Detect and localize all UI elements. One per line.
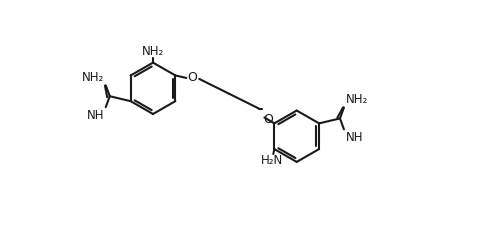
Text: H₂N: H₂N [261, 154, 283, 167]
Text: NH: NH [346, 131, 363, 144]
Text: NH₂: NH₂ [82, 71, 104, 84]
Text: O: O [263, 113, 273, 126]
Text: O: O [187, 72, 197, 84]
Text: NH: NH [87, 109, 104, 122]
Text: NH₂: NH₂ [142, 45, 164, 58]
Text: NH₂: NH₂ [346, 93, 368, 106]
